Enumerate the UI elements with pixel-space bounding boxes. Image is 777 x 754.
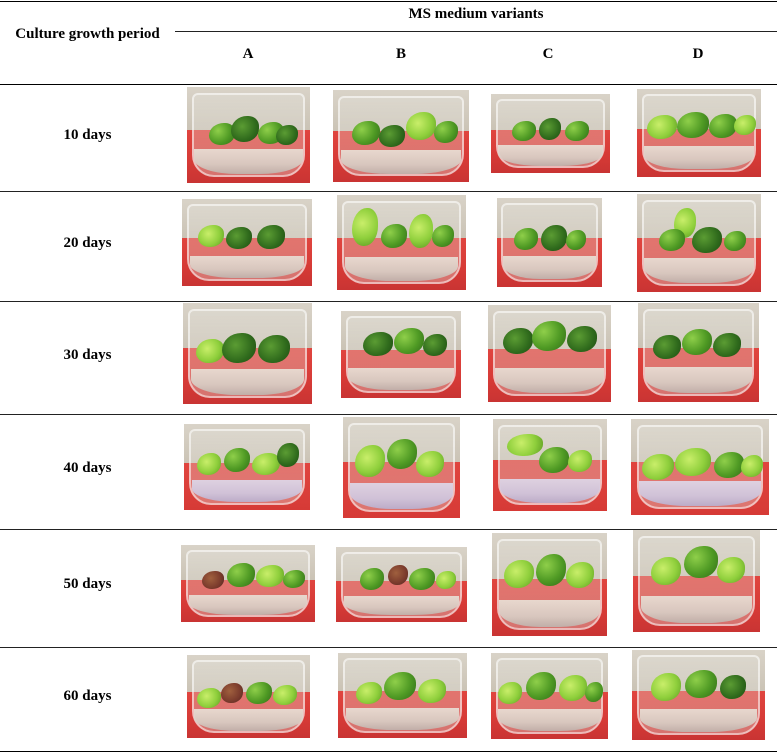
culture-photo-30d-d — [638, 303, 759, 402]
row-divider — [0, 414, 777, 415]
group-header-underline — [175, 31, 777, 32]
culture-photo-20d-a — [182, 199, 312, 286]
column-header-d: D — [663, 46, 733, 63]
column-header-c-text: C — [542, 46, 554, 62]
top-rule — [0, 1, 777, 2]
row-label-text: 60 days — [63, 688, 112, 704]
header-bottom-rule — [0, 84, 777, 85]
culture-photo-10d-b — [333, 90, 469, 182]
row-label-text: 10 days — [63, 127, 112, 143]
column-header-b: B — [366, 46, 436, 63]
culture-photo-30d-b — [341, 311, 461, 398]
row-label-60-days: 60 days — [0, 688, 175, 705]
row-divider — [0, 191, 777, 192]
row-label-text: 40 days — [63, 460, 112, 476]
culture-photo-30d-c — [488, 305, 611, 402]
culture-photo-60d-d — [632, 650, 765, 740]
row-label-text: 50 days — [63, 576, 112, 592]
row-label-40-days: 40 days — [0, 460, 175, 477]
culture-photo-20d-b — [337, 195, 466, 290]
column-header-c: C — [513, 46, 583, 63]
column-header-a: A — [213, 46, 283, 63]
group-header: MS medium variants — [175, 6, 777, 23]
column-header-d-text: D — [692, 46, 704, 62]
culture-photo-20d-d — [637, 194, 761, 292]
culture-photo-30d-a — [183, 303, 312, 404]
culture-photo-40d-b — [343, 417, 460, 518]
row-label-30-days: 30 days — [0, 347, 175, 364]
row-label-10-days: 10 days — [0, 127, 175, 144]
culture-photo-20d-c — [497, 198, 602, 287]
row-divider — [0, 647, 777, 648]
culture-photo-40d-c — [493, 419, 607, 511]
culture-photo-10d-d — [637, 89, 761, 177]
culture-photo-60d-b — [338, 653, 467, 738]
row-divider — [0, 301, 777, 302]
column-header-a-text: A — [242, 46, 254, 62]
row-label-header: Culture growth period — [10, 25, 165, 44]
culture-photo-50d-b — [336, 547, 467, 622]
culture-photo-50d-c — [492, 533, 607, 636]
row-label-50-days: 50 days — [0, 576, 175, 593]
bottom-rule — [0, 751, 777, 752]
column-header-b-text: B — [395, 46, 406, 62]
row-label-header-text: Culture growth period — [15, 26, 160, 42]
row-label-text: 20 days — [63, 235, 112, 251]
row-label-text: 30 days — [63, 347, 112, 363]
culture-photo-40d-a — [184, 424, 310, 510]
row-divider — [0, 529, 777, 530]
group-header-text: MS medium variants — [408, 6, 544, 22]
culture-photo-50d-d — [633, 530, 760, 632]
culture-photo-60d-a — [187, 655, 310, 738]
culture-photo-40d-d — [631, 419, 769, 515]
culture-photo-50d-a — [181, 545, 315, 622]
culture-photo-60d-c — [491, 653, 608, 739]
row-label-20-days: 20 days — [0, 235, 175, 252]
culture-photo-10d-a — [187, 87, 310, 183]
culture-photo-10d-c — [491, 94, 610, 173]
